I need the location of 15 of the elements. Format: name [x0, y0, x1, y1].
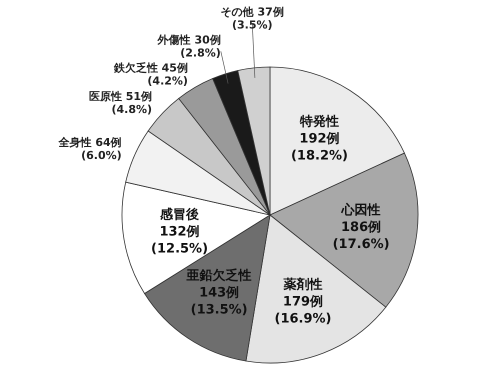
- slice-label: その他 37例 (3.5%): [220, 5, 284, 32]
- data-label: 179例 (16.9%): [274, 294, 332, 327]
- slice-label: 心因性: [340, 202, 381, 218]
- data-label: 132例 (12.5%): [151, 224, 208, 256]
- data-label: 186例 (17.6%): [332, 220, 390, 252]
- slice-label: 鉄欠乏性 45例 (4.2%): [112, 61, 188, 88]
- data-label: 143例 (13.5%): [190, 285, 248, 318]
- slice-label: 特発性: [298, 114, 339, 130]
- slice-label: 全身性 64例 (6.0%): [58, 136, 122, 162]
- data-label: 192例 (18.2%): [290, 132, 348, 164]
- slice-label: 医原性 51例 (4.8%): [88, 90, 152, 116]
- slice-label: 感冒後: [159, 206, 200, 222]
- slice-label: 外傷性 30例 (2.8%): [156, 33, 221, 60]
- slice-label: 薬剤性: [282, 276, 322, 293]
- slice-label: 亜鉛欠乏性: [186, 267, 252, 284]
